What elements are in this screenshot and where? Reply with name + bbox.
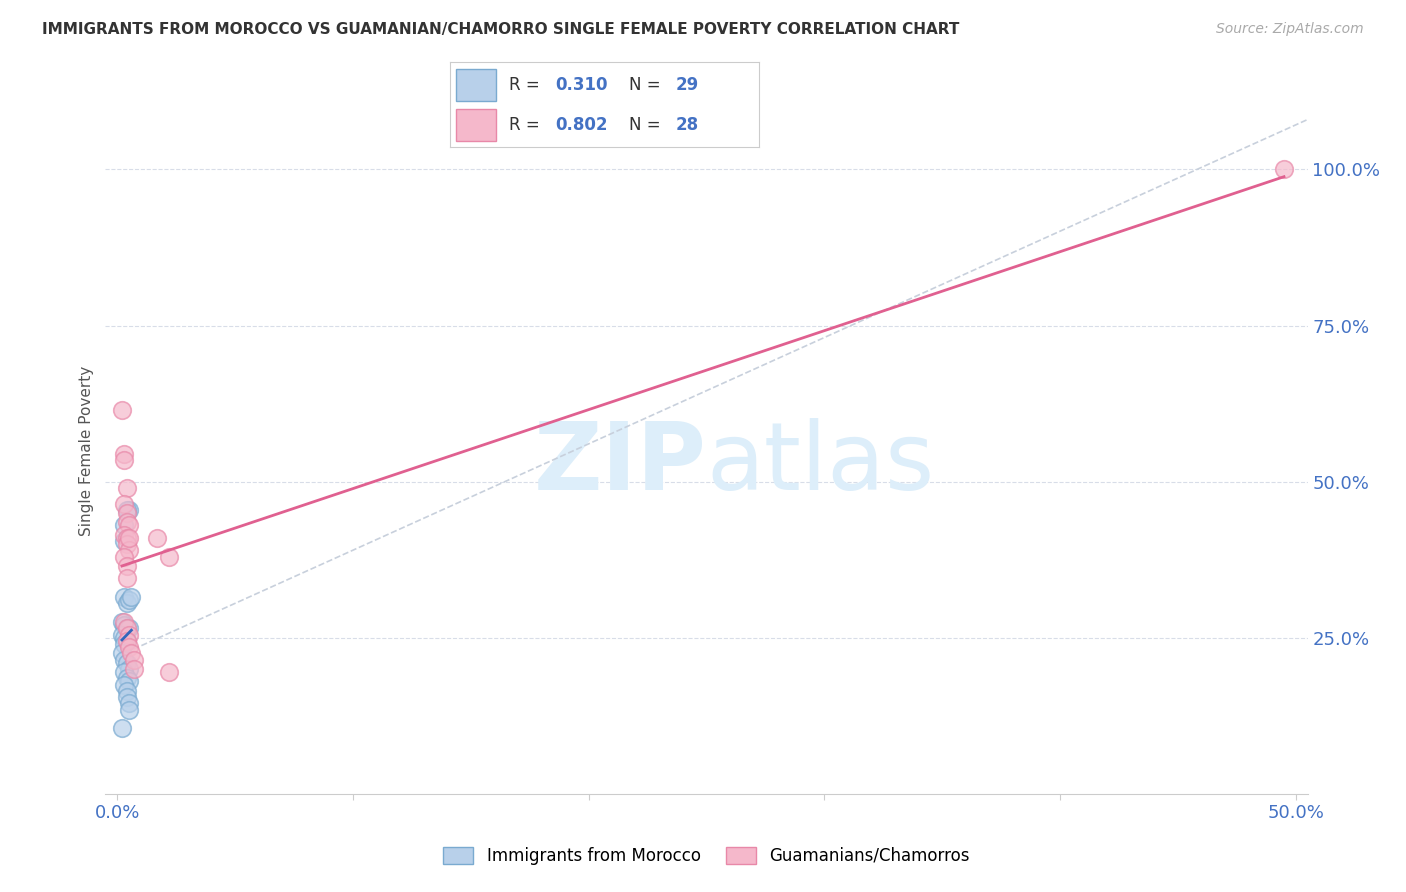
Point bbox=[118, 703, 141, 717]
Point bbox=[111, 403, 134, 417]
Point bbox=[112, 665, 135, 680]
Point bbox=[118, 662, 141, 676]
Point bbox=[118, 518, 141, 533]
Point bbox=[118, 593, 141, 607]
Text: ZIP: ZIP bbox=[534, 418, 707, 510]
Point bbox=[111, 721, 134, 735]
Point bbox=[112, 618, 135, 632]
Point bbox=[157, 665, 180, 680]
Y-axis label: Single Female Poverty: Single Female Poverty bbox=[79, 366, 94, 535]
Point bbox=[115, 633, 138, 648]
Point bbox=[115, 571, 138, 585]
Point bbox=[157, 549, 180, 564]
Point bbox=[146, 531, 169, 545]
Point bbox=[115, 683, 138, 698]
Text: IMMIGRANTS FROM MOROCCO VS GUAMANIAN/CHAMORRO SINGLE FEMALE POVERTY CORRELATION : IMMIGRANTS FROM MOROCCO VS GUAMANIAN/CHA… bbox=[42, 22, 959, 37]
FancyBboxPatch shape bbox=[456, 109, 496, 141]
Point bbox=[115, 633, 138, 648]
Point bbox=[115, 516, 138, 530]
Point bbox=[122, 653, 145, 667]
Point bbox=[115, 671, 138, 685]
Point bbox=[115, 503, 138, 517]
Text: N =: N = bbox=[630, 77, 666, 95]
Point bbox=[1272, 162, 1295, 177]
Legend: Immigrants from Morocco, Guamanians/Chamorros: Immigrants from Morocco, Guamanians/Cham… bbox=[437, 840, 976, 871]
Point bbox=[112, 637, 135, 651]
Point bbox=[112, 549, 135, 564]
Point bbox=[115, 558, 138, 574]
Point bbox=[118, 674, 141, 689]
Point bbox=[118, 503, 141, 517]
Point bbox=[115, 621, 138, 635]
Point bbox=[118, 628, 141, 642]
Text: 29: 29 bbox=[676, 77, 699, 95]
Text: Source: ZipAtlas.com: Source: ZipAtlas.com bbox=[1216, 22, 1364, 37]
Point bbox=[112, 533, 135, 548]
Point bbox=[112, 446, 135, 460]
Point bbox=[112, 528, 135, 542]
Point bbox=[112, 615, 135, 630]
Point bbox=[120, 646, 142, 660]
Point bbox=[120, 591, 142, 605]
Point bbox=[112, 678, 135, 692]
Point bbox=[118, 621, 141, 635]
Point bbox=[112, 631, 135, 645]
Point bbox=[111, 615, 134, 630]
Point bbox=[115, 621, 138, 635]
Point bbox=[112, 518, 135, 533]
Point bbox=[112, 496, 135, 510]
Point bbox=[115, 596, 138, 610]
Point bbox=[112, 591, 135, 605]
Text: atlas: atlas bbox=[707, 418, 935, 510]
Text: R =: R = bbox=[509, 77, 544, 95]
Point bbox=[122, 662, 145, 676]
Point bbox=[111, 628, 134, 642]
Text: 0.802: 0.802 bbox=[555, 116, 607, 134]
Text: 28: 28 bbox=[676, 116, 699, 134]
Point bbox=[115, 531, 138, 545]
Point bbox=[115, 506, 138, 520]
Point bbox=[112, 452, 135, 467]
Point bbox=[118, 696, 141, 710]
Text: N =: N = bbox=[630, 116, 666, 134]
Point bbox=[115, 481, 138, 495]
Point bbox=[115, 690, 138, 705]
Point bbox=[118, 531, 141, 545]
Point bbox=[118, 543, 141, 558]
Point bbox=[115, 537, 138, 551]
FancyBboxPatch shape bbox=[456, 70, 496, 102]
Point bbox=[112, 653, 135, 667]
Point bbox=[115, 656, 138, 670]
Text: R =: R = bbox=[509, 116, 544, 134]
Point bbox=[111, 646, 134, 660]
Text: 0.310: 0.310 bbox=[555, 77, 607, 95]
Point bbox=[118, 640, 141, 655]
